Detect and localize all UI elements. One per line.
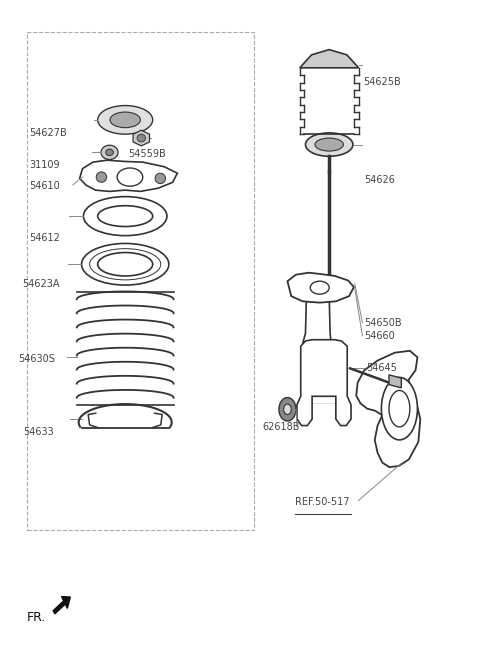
Polygon shape <box>288 273 354 302</box>
Ellipse shape <box>117 168 143 186</box>
Ellipse shape <box>96 172 107 182</box>
Ellipse shape <box>137 134 145 142</box>
Ellipse shape <box>315 138 343 151</box>
Ellipse shape <box>155 173 166 184</box>
Ellipse shape <box>284 404 291 415</box>
Text: 54630S: 54630S <box>18 354 55 364</box>
Text: 54623A: 54623A <box>22 279 59 289</box>
Ellipse shape <box>90 249 161 280</box>
Ellipse shape <box>106 149 113 155</box>
Polygon shape <box>133 131 150 146</box>
Ellipse shape <box>279 398 296 421</box>
Polygon shape <box>297 340 351 426</box>
Text: 54633: 54633 <box>23 427 53 437</box>
Ellipse shape <box>382 377 418 440</box>
Text: FR.: FR. <box>26 611 46 624</box>
Text: 54625B: 54625B <box>363 77 401 87</box>
Ellipse shape <box>310 281 329 294</box>
Text: 54645: 54645 <box>366 363 396 373</box>
Ellipse shape <box>305 133 353 156</box>
Ellipse shape <box>110 112 140 128</box>
Polygon shape <box>356 351 420 467</box>
Polygon shape <box>300 50 359 68</box>
Text: 54610: 54610 <box>29 181 60 191</box>
Polygon shape <box>389 375 401 388</box>
Text: 62618B: 62618B <box>263 422 300 432</box>
Text: 54559B: 54559B <box>129 149 166 159</box>
Text: 31109: 31109 <box>29 160 60 171</box>
Polygon shape <box>80 160 178 192</box>
Text: 54660: 54660 <box>364 331 395 341</box>
Ellipse shape <box>82 243 169 285</box>
Text: 54650B: 54650B <box>364 318 402 328</box>
Text: 54627B: 54627B <box>29 128 67 138</box>
Text: REF.50-517: REF.50-517 <box>295 497 349 507</box>
Ellipse shape <box>101 145 118 159</box>
Ellipse shape <box>97 206 153 226</box>
Ellipse shape <box>97 106 153 134</box>
Text: 54612: 54612 <box>29 234 60 243</box>
Ellipse shape <box>97 253 153 276</box>
Ellipse shape <box>389 390 410 427</box>
FancyArrow shape <box>53 596 71 614</box>
Text: 54626: 54626 <box>364 174 395 185</box>
Polygon shape <box>302 297 331 356</box>
Ellipse shape <box>84 197 167 236</box>
